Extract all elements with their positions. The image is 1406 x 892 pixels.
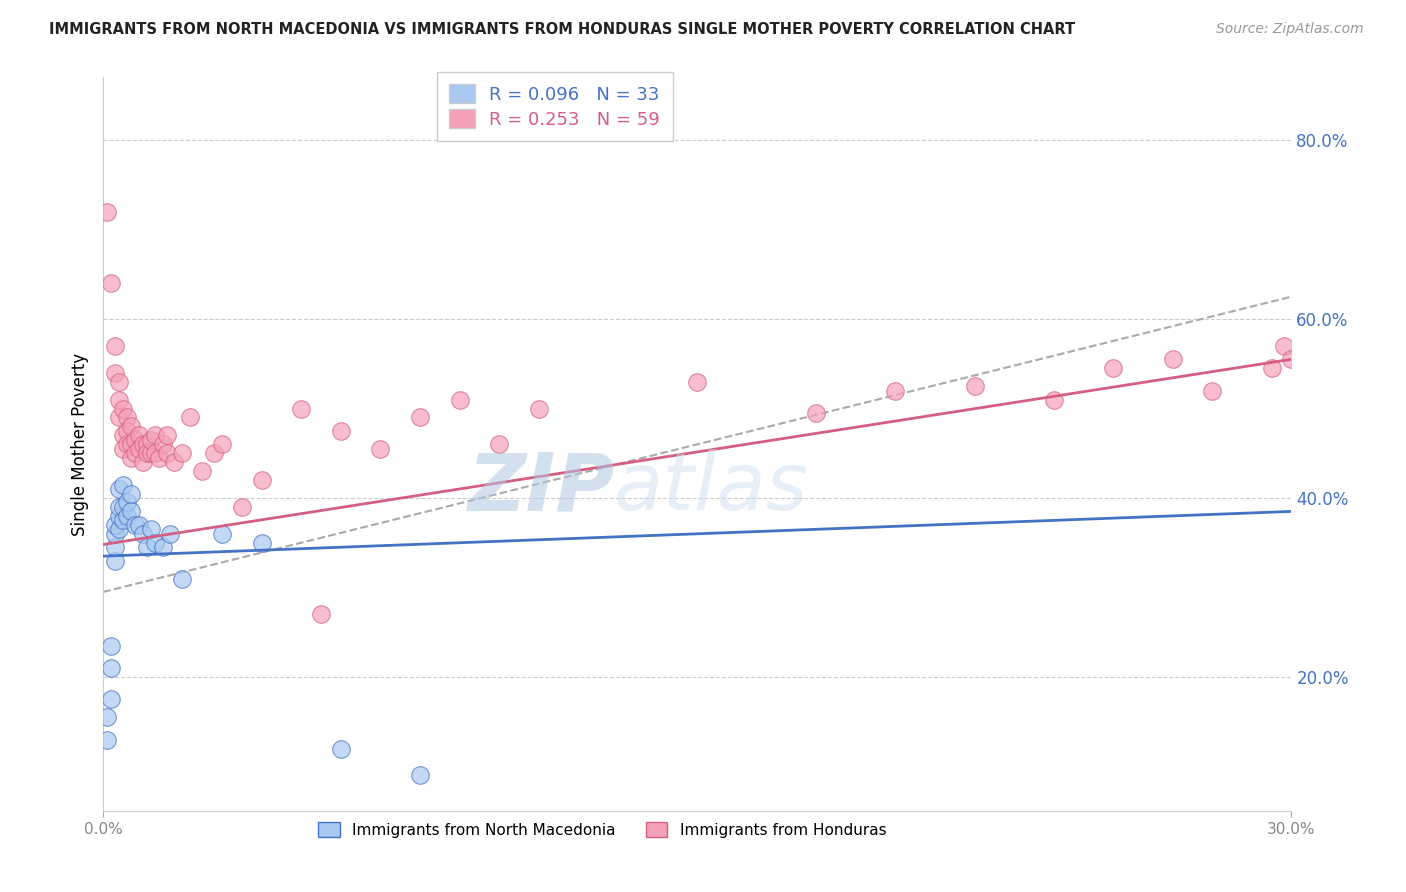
Point xyxy=(132,437,155,451)
Y-axis label: Single Mother Poverty: Single Mother Poverty xyxy=(72,352,89,536)
Point xyxy=(135,437,157,451)
Point xyxy=(963,379,986,393)
Legend: Immigrants from North Macedonia, Immigrants from Honduras: Immigrants from North Macedonia, Immigra… xyxy=(312,816,893,844)
Point xyxy=(686,375,709,389)
Point xyxy=(120,437,142,451)
Point xyxy=(172,572,194,586)
Text: Source: ZipAtlas.com: Source: ZipAtlas.com xyxy=(1216,22,1364,37)
Point xyxy=(124,433,146,447)
Point xyxy=(370,442,392,456)
Point xyxy=(111,500,134,514)
Point xyxy=(488,437,510,451)
Point xyxy=(202,446,225,460)
Point xyxy=(329,424,352,438)
Point xyxy=(108,410,131,425)
Text: atlas: atlas xyxy=(614,450,808,527)
Point xyxy=(104,526,127,541)
Point xyxy=(1201,384,1223,398)
Point xyxy=(111,513,134,527)
Point xyxy=(152,540,174,554)
Point xyxy=(155,446,177,460)
Point xyxy=(152,437,174,451)
Point xyxy=(155,428,177,442)
Point xyxy=(132,455,155,469)
Point xyxy=(143,446,166,460)
Point xyxy=(1102,361,1125,376)
Point xyxy=(329,741,352,756)
Point xyxy=(111,428,134,442)
Point xyxy=(96,710,118,724)
Point xyxy=(108,522,131,536)
Point xyxy=(100,277,122,291)
Point xyxy=(143,535,166,549)
Point xyxy=(104,554,127,568)
Point xyxy=(104,540,127,554)
Point xyxy=(100,661,122,675)
Point xyxy=(120,450,142,465)
Point xyxy=(148,450,170,465)
Point xyxy=(96,204,118,219)
Point xyxy=(108,500,131,514)
Point xyxy=(135,446,157,460)
Point xyxy=(100,639,122,653)
Point xyxy=(139,433,162,447)
Point xyxy=(139,522,162,536)
Point xyxy=(124,517,146,532)
Point xyxy=(409,768,432,782)
Point xyxy=(108,392,131,407)
Text: IMMIGRANTS FROM NORTH MACEDONIA VS IMMIGRANTS FROM HONDURAS SINGLE MOTHER POVERT: IMMIGRANTS FROM NORTH MACEDONIA VS IMMIG… xyxy=(49,22,1076,37)
Point xyxy=(250,535,273,549)
Point xyxy=(111,401,134,416)
Point xyxy=(104,517,127,532)
Point xyxy=(179,410,201,425)
Point xyxy=(111,442,134,456)
Point xyxy=(1161,352,1184,367)
Point xyxy=(1272,339,1295,353)
Point xyxy=(115,495,138,509)
Point xyxy=(115,508,138,523)
Point xyxy=(108,482,131,496)
Point xyxy=(124,446,146,460)
Point xyxy=(104,339,127,353)
Point xyxy=(143,428,166,442)
Point xyxy=(96,732,118,747)
Point xyxy=(128,442,150,456)
Point xyxy=(115,424,138,438)
Point xyxy=(290,401,312,416)
Point xyxy=(804,406,827,420)
Point xyxy=(132,526,155,541)
Point xyxy=(128,428,150,442)
Point xyxy=(115,410,138,425)
Point xyxy=(120,486,142,500)
Point xyxy=(115,437,138,451)
Point xyxy=(172,446,194,460)
Point xyxy=(211,526,233,541)
Point xyxy=(163,455,186,469)
Point xyxy=(135,540,157,554)
Point xyxy=(250,473,273,487)
Point xyxy=(449,392,471,407)
Point xyxy=(1260,361,1282,376)
Point xyxy=(1042,392,1064,407)
Point xyxy=(120,419,142,434)
Point xyxy=(159,526,181,541)
Point xyxy=(884,384,907,398)
Point xyxy=(108,375,131,389)
Point xyxy=(104,366,127,380)
Point xyxy=(309,607,332,622)
Point xyxy=(120,504,142,518)
Text: ZIP: ZIP xyxy=(467,450,614,527)
Point xyxy=(128,517,150,532)
Point xyxy=(231,500,253,514)
Point xyxy=(111,477,134,491)
Point xyxy=(100,692,122,706)
Point xyxy=(108,508,131,523)
Point xyxy=(211,437,233,451)
Point xyxy=(527,401,550,416)
Point xyxy=(191,464,214,478)
Point xyxy=(139,446,162,460)
Point xyxy=(1281,352,1303,367)
Point xyxy=(409,410,432,425)
